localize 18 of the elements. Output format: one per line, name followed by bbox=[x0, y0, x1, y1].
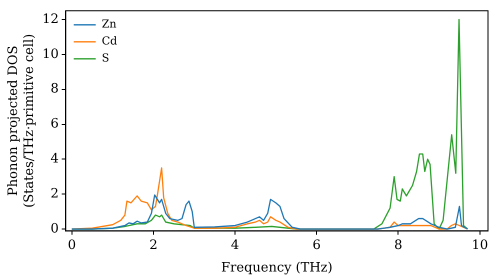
y-tick-label: 2 bbox=[50, 186, 59, 202]
x-tick-label: 10 bbox=[472, 238, 488, 253]
y-tick-label: 10 bbox=[42, 46, 59, 62]
x-tick-label: 4 bbox=[230, 238, 240, 253]
legend-label: S bbox=[102, 52, 110, 65]
y-tick-label: 4 bbox=[50, 152, 59, 167]
y-tick-label: 8 bbox=[50, 82, 59, 97]
legend-label: Cd bbox=[102, 34, 118, 48]
x-tick-label: 0 bbox=[68, 238, 76, 253]
x-tick-label: 8 bbox=[394, 238, 402, 253]
y-tick-label: 6 bbox=[50, 116, 59, 132]
y-tick-label: 0 bbox=[50, 221, 59, 236]
x-axis-title: Frequency (THz) bbox=[221, 260, 333, 276]
legend-label: Zn bbox=[102, 18, 116, 31]
x-tick-label: 6 bbox=[312, 238, 321, 253]
x-tick-label: 2 bbox=[149, 238, 158, 253]
y-axis-title: Phonon projected DOS (States/THz·primitive cell) bbox=[6, 34, 37, 208]
y-tick-label: 12 bbox=[42, 12, 59, 27]
